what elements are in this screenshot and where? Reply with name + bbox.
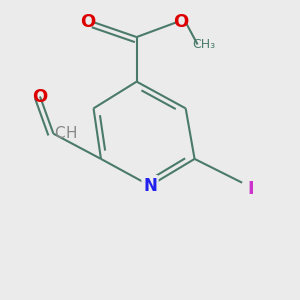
Text: O: O xyxy=(174,13,189,31)
Text: C: C xyxy=(54,126,65,141)
Text: O: O xyxy=(80,13,95,31)
Text: I: I xyxy=(248,180,254,198)
Text: O: O xyxy=(32,88,48,106)
Text: H: H xyxy=(65,126,77,141)
Text: N: N xyxy=(143,177,157,195)
Text: CH₃: CH₃ xyxy=(192,38,215,51)
